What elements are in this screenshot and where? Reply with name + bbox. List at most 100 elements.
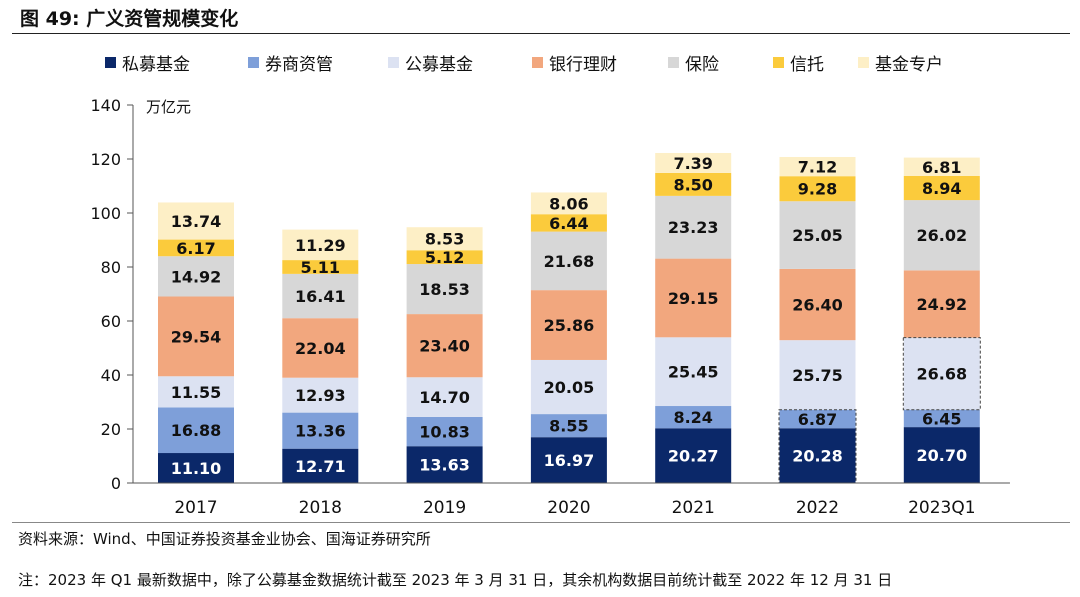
y-tick-label: 140 xyxy=(90,96,121,115)
data-label: 11.55 xyxy=(171,383,222,402)
bar-segment xyxy=(282,412,359,449)
bar-segment xyxy=(903,200,980,271)
bar-segment xyxy=(158,453,234,483)
data-label: 7.39 xyxy=(673,154,712,173)
bar-segment xyxy=(406,446,483,483)
legend-swatch xyxy=(105,57,116,68)
bar-stack-2018: 12.71 13.36 12.93 22.04 16.41 5.11 11.29 xyxy=(282,229,359,483)
data-label: 26.02 xyxy=(916,226,967,245)
bar-stack-2020: 16.97 8.55 20.05 25.86 21.68 6.448.06 xyxy=(530,192,607,483)
y-tick-label: 0 xyxy=(111,474,121,493)
data-label: 12.71 xyxy=(295,457,346,476)
y-axis-label: 万亿元 xyxy=(146,98,191,116)
data-label: 14.92 xyxy=(171,267,222,286)
x-tick-label: 2022 xyxy=(796,498,839,518)
y-tick-label: 60 xyxy=(101,312,121,331)
x-tick-label: 2021 xyxy=(672,498,715,518)
data-label: 23.40 xyxy=(419,337,470,356)
figure-title: 图 49: 广义资管规模变化 xyxy=(20,8,239,30)
bar-segment xyxy=(779,428,856,483)
legend-item: 银行理财 xyxy=(532,55,617,75)
data-label: 8.94 xyxy=(922,179,961,198)
data-label: 20.27 xyxy=(668,447,719,466)
bar-stack-2022: 20.28 6.87 25.75 26.40 25.05 9.28 7.12 xyxy=(778,156,857,484)
data-label: 5.12 xyxy=(425,248,464,267)
data-label: 8.55 xyxy=(549,417,588,436)
data-label: 12.93 xyxy=(295,386,346,405)
bar-segment xyxy=(779,268,856,341)
bar-stack-2019: 13.63 10.83 14.70 23.40 18.53 5.128.53 xyxy=(406,227,483,483)
bar-segment xyxy=(903,427,980,483)
data-label: 22.04 xyxy=(295,339,346,358)
data-label: 8.06 xyxy=(549,194,588,213)
data-label: 24.92 xyxy=(916,295,967,314)
legend-swatch xyxy=(248,57,259,68)
legend-item: 私募基金 xyxy=(105,55,190,75)
bar-segment xyxy=(282,377,359,413)
legend-label: 信托 xyxy=(790,55,824,75)
bar-segment xyxy=(282,260,359,274)
data-label: 5.11 xyxy=(301,258,340,277)
legend-label: 私募基金 xyxy=(122,55,190,75)
data-label: 6.81 xyxy=(922,158,961,177)
legend-item: 信托 xyxy=(773,55,824,75)
bar-segment xyxy=(406,264,483,315)
legend-label: 券商资管 xyxy=(265,55,333,75)
bar-segment xyxy=(158,296,234,377)
bar-segment xyxy=(406,250,483,265)
legend-label: 公募基金 xyxy=(405,55,473,75)
legend-label: 保险 xyxy=(685,55,719,75)
source-text: 资料来源：Wind、中国证券投资基金业协会、国海证券研究所 xyxy=(18,530,431,548)
bar-segment xyxy=(655,152,732,173)
data-label: 20.05 xyxy=(544,378,595,397)
bar-segment xyxy=(282,448,359,483)
bar-segment xyxy=(903,270,980,338)
bar-segment xyxy=(158,202,234,240)
bar-segment xyxy=(282,229,359,261)
legend-item: 券商资管 xyxy=(248,55,333,75)
data-label: 11.29 xyxy=(295,236,346,255)
x-tick-label: 2023Q1 xyxy=(908,498,975,518)
x-tick-label: 2019 xyxy=(423,498,466,518)
bar-segment xyxy=(655,406,732,429)
bar-segment xyxy=(655,195,732,259)
data-label: 13.63 xyxy=(419,456,470,475)
bar-segment xyxy=(406,314,483,378)
legend-label: 银行理财 xyxy=(549,55,617,75)
data-label: 6.87 xyxy=(798,410,837,429)
stacked-bar-chart: 私募基金 券商资管 公募基金 银行理财 保险 信托 基金专户 0 20 40 60 80 100 120… xyxy=(90,55,1010,518)
data-label: 25.86 xyxy=(544,316,595,335)
legend-item: 基金专户 xyxy=(858,55,943,75)
data-label: 8.53 xyxy=(425,230,464,249)
data-label: 8.50 xyxy=(673,175,712,194)
data-label: 23.23 xyxy=(668,218,719,237)
bar-segment xyxy=(282,318,359,378)
data-label: 25.75 xyxy=(792,366,843,385)
bar-segment xyxy=(779,176,856,202)
bar-segment xyxy=(158,239,234,257)
bar-segment xyxy=(530,290,607,360)
bar-stack-2017: 11.10 16.88 11.55 29.54 14.92 6.17 13.74 xyxy=(158,202,234,483)
data-label: 29.15 xyxy=(668,289,719,308)
data-label: 20.70 xyxy=(916,446,967,465)
data-label: 16.41 xyxy=(295,287,346,306)
bar-segment xyxy=(903,337,980,410)
highlight-box xyxy=(902,337,981,411)
bar-segment xyxy=(903,409,980,428)
bar-segment xyxy=(655,428,732,483)
x-tick-label: 2018 xyxy=(299,498,342,518)
footnote-text: 注：2023 年 Q1 最新数据中，除了公募基金数据统计截至 2023 年 3 … xyxy=(18,571,893,589)
data-label: 6.44 xyxy=(549,214,588,233)
legend-item: 保险 xyxy=(668,55,719,75)
bar-segment xyxy=(655,172,732,196)
data-label: 25.05 xyxy=(792,226,843,245)
legend-item: 公募基金 xyxy=(388,55,473,75)
data-label: 9.28 xyxy=(798,180,837,199)
bar-stack-2023Q1: 20.70 6.45 26.68 24.92 26.02 8.94 6.81 xyxy=(902,157,981,483)
bar-segment xyxy=(406,377,483,417)
legend-label: 基金专户 xyxy=(875,55,943,75)
data-label: 20.28 xyxy=(792,447,843,466)
y-tick-label: 20 xyxy=(101,420,121,439)
bar-segment xyxy=(903,175,980,201)
data-label: 16.97 xyxy=(544,451,595,470)
